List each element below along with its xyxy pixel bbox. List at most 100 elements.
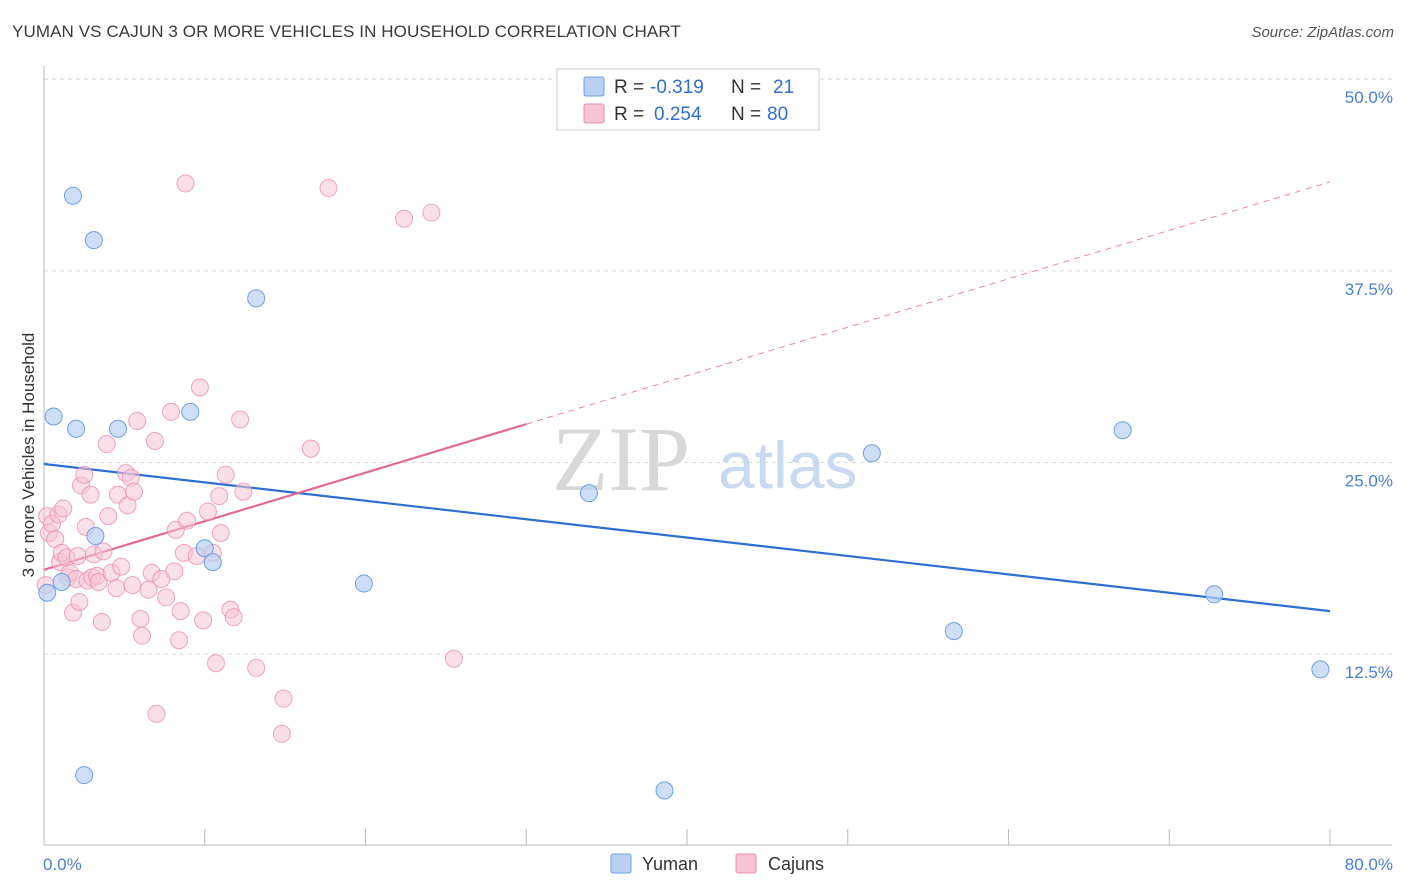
y-axis-label: 3 or more Vehicles in Household [19, 333, 38, 578]
cajuns-point [131, 609, 150, 628]
yuman-point [84, 231, 103, 250]
legend-yuman-r-label: R = [614, 77, 644, 98]
y-tick-label: 12.5% [1345, 663, 1393, 682]
cajuns-point [231, 410, 250, 429]
legend-yuman-r-value: -0.319 [650, 77, 704, 98]
x-tick-label: 0.0% [43, 855, 82, 874]
cajuns-point [147, 704, 166, 723]
cajuns-point [444, 649, 463, 668]
cajuns-point [81, 485, 100, 504]
cajuns-point [70, 592, 89, 611]
cajuns-point [211, 523, 230, 542]
yuman-point [579, 484, 598, 503]
legend-cajuns-r-label: R = [614, 104, 644, 125]
source-label: Source: ZipAtlas.com [1251, 24, 1394, 41]
y-tick-label: 50.0% [1345, 88, 1393, 107]
cajuns-point [422, 203, 441, 222]
yuman-point [52, 573, 71, 592]
watermark: ZIP atlas [552, 408, 857, 510]
yuman-point [44, 407, 63, 426]
cajuns-point [190, 378, 209, 397]
legend-yuman-n-label: N = [731, 77, 761, 98]
watermark-zip: ZIP [552, 408, 690, 510]
cajuns-point [94, 542, 113, 561]
x-tick-label: 80.0% [1345, 855, 1393, 874]
cajuns-point [395, 209, 414, 228]
yuman-point [1113, 421, 1132, 440]
yuman-point [655, 781, 674, 800]
yuman-point [862, 444, 881, 463]
yuman-point [108, 419, 127, 438]
axes [43, 66, 1392, 846]
legend-yuman-n-value: 21 [773, 77, 794, 98]
legend-top: R = -0.319 N = 21 R = 0.254 N = 80 [556, 68, 820, 131]
legend-cajuns-n-label: N = [731, 104, 761, 125]
cajuns-point [133, 626, 152, 645]
cajuns-point [198, 502, 217, 521]
yuman-point [247, 289, 266, 308]
cajuns-point [234, 482, 253, 501]
yuman-point [195, 539, 214, 558]
legend-bottom-yuman-swatch [610, 853, 632, 874]
legend-yuman-swatch [583, 76, 605, 97]
cajuns-point [224, 608, 243, 627]
cajuns-point [165, 562, 184, 581]
y-tick-label: 37.5% [1345, 280, 1393, 299]
cajuns-point [68, 546, 87, 565]
yuman-point [181, 402, 200, 421]
y-tick-label: 25.0% [1345, 471, 1393, 490]
cajuns-point [176, 174, 195, 193]
cajuns-point [123, 576, 142, 595]
yuman-point [944, 622, 963, 641]
legend-cajuns-swatch [583, 103, 605, 124]
cajuns-point [128, 412, 147, 431]
cajuns-point [145, 431, 164, 450]
cajuns-point [161, 402, 180, 421]
legend-bottom-cajuns-label: Cajuns [768, 854, 824, 874]
tick-labels: 12.5% 25.0% 37.5% 50.0% 0.0% 80.0% [43, 88, 1393, 874]
cajuns-point [170, 631, 189, 650]
cajuns-point [97, 435, 116, 454]
yuman-trend-line [43, 462, 1331, 613]
yuman-point [1205, 585, 1224, 604]
legend-bottom-cajuns-swatch [735, 853, 757, 874]
chart-title: YUMAN VS CAJUN 3 OR MORE VEHICLES IN HOU… [12, 22, 681, 41]
watermark-atlas: atlas [718, 428, 857, 502]
cajuns-point [207, 654, 226, 673]
cajuns-point [92, 612, 111, 631]
yuman-point [354, 574, 373, 593]
legend-bottom: Yuman Cajuns [610, 853, 824, 874]
yuman-point [75, 766, 94, 785]
legend-bottom-yuman-label: Yuman [642, 854, 698, 874]
cajuns-point [216, 465, 235, 484]
cajuns-point [272, 724, 291, 743]
cajuns-point [75, 465, 94, 484]
cajuns-point [89, 573, 108, 592]
legend-cajuns-r-value: 0.254 [654, 104, 702, 125]
cajuns-point [301, 439, 320, 458]
data-points [36, 174, 1330, 800]
yuman-point [1311, 660, 1330, 679]
cajuns-point [194, 611, 213, 630]
cajuns-trend-line [43, 423, 527, 571]
cajuns-point [125, 482, 144, 501]
cajuns-point [99, 507, 118, 526]
cajuns-point [107, 579, 126, 598]
cajuns-point [210, 487, 229, 506]
yuman-point [38, 583, 57, 602]
cajuns-point [54, 499, 73, 518]
cajuns-point [171, 602, 190, 621]
cajuns-trend-line-dashed [526, 181, 1331, 425]
cajuns-point [247, 658, 266, 677]
yuman-point [86, 527, 105, 546]
cajuns-point [157, 588, 176, 607]
cajuns-point [178, 511, 197, 530]
yuman-point [203, 553, 222, 572]
cajuns-point [112, 557, 131, 576]
yuman-point [63, 186, 82, 205]
legend-cajuns-n-value: 80 [767, 104, 788, 125]
cajuns-point [319, 179, 338, 198]
yuman-point [67, 419, 86, 438]
trend-lines [43, 181, 1331, 613]
